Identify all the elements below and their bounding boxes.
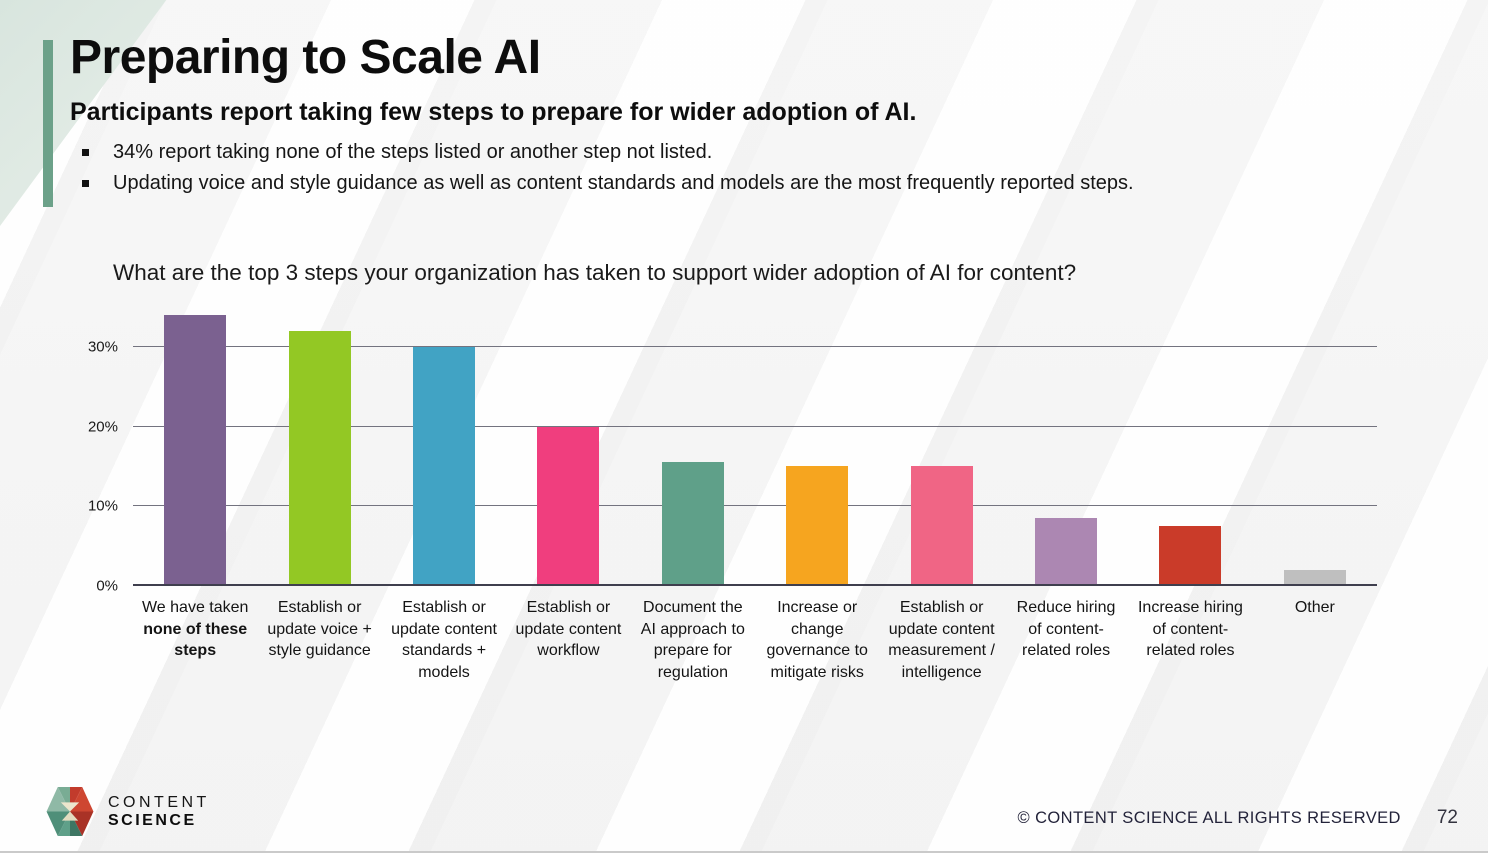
bar-column bbox=[1128, 307, 1252, 586]
bullet-text: 34% report taking none of the steps list… bbox=[113, 141, 713, 163]
footer-logo: CONTENT SCIENCE bbox=[45, 785, 210, 838]
bar-4 bbox=[537, 426, 600, 586]
bar-1 bbox=[164, 314, 227, 586]
y-axis-tick-label: 10% bbox=[87, 497, 118, 515]
x-axis-category-label: Establish or update content standards + … bbox=[391, 599, 497, 681]
logo-text: CONTENT SCIENCE bbox=[108, 794, 210, 830]
logo-line2: SCIENCE bbox=[108, 811, 197, 829]
x-axis-line bbox=[133, 584, 1377, 586]
copyright-text: © CONTENT SCIENCE ALL RIGHTS RESERVED bbox=[1017, 809, 1401, 827]
slide-subtitle: Participants report taking few steps to … bbox=[70, 98, 917, 126]
x-axis-category-label: Other bbox=[1294, 599, 1335, 616]
bar-column bbox=[1253, 307, 1377, 586]
bar-6 bbox=[786, 466, 849, 586]
bar-column bbox=[257, 307, 381, 586]
title-accent-bar bbox=[43, 40, 53, 207]
x-axis-category-label: Establish or update voice + style guidan… bbox=[267, 599, 372, 660]
square-bullet-icon bbox=[82, 180, 89, 187]
header-section: Preparing to Scale AI Participants repor… bbox=[70, 30, 1448, 199]
y-axis-tick-label: 20% bbox=[87, 418, 118, 436]
page-number: 72 bbox=[1436, 807, 1458, 828]
x-axis-category-label: Establish or update content workflow bbox=[515, 599, 622, 660]
square-bullet-icon bbox=[82, 149, 89, 156]
x-axis-category-label: We have taken none of these steps bbox=[141, 599, 249, 660]
bar-column bbox=[133, 307, 257, 586]
bar-column bbox=[755, 307, 879, 586]
x-axis-category-label: Increase or change governance to mitigat… bbox=[766, 599, 868, 681]
bars-row bbox=[133, 307, 1377, 586]
bar-7 bbox=[910, 466, 973, 586]
x-axis-category-label: Reduce hiring of content-related roles bbox=[1016, 599, 1116, 660]
bullet-list: 34% report taking none of the steps list… bbox=[70, 137, 1448, 199]
bar-column bbox=[506, 307, 630, 586]
plot-area: 0% 10% 20% 30% bbox=[88, 307, 1377, 595]
slide-bottom-edge bbox=[0, 851, 1488, 853]
bullet-text: Updating voice and style guidance as wel… bbox=[113, 172, 1134, 194]
bar-column bbox=[879, 307, 1003, 586]
bar-2 bbox=[288, 330, 351, 586]
bar-column bbox=[1004, 307, 1128, 586]
bar-column bbox=[631, 307, 755, 586]
x-axis-category-label: Increase hiring of content-related roles bbox=[1137, 599, 1243, 660]
content-science-hexagon-logo-icon bbox=[46, 787, 94, 836]
bar-8 bbox=[1035, 518, 1098, 586]
x-axis-category-label: Establish or update content measurement … bbox=[888, 599, 995, 681]
bar-9 bbox=[1159, 526, 1222, 586]
y-axis-tick-label: 30% bbox=[87, 338, 118, 356]
bar-column bbox=[382, 307, 506, 586]
bar-5 bbox=[661, 462, 724, 586]
bullet-item: 34% report taking none of the steps list… bbox=[70, 137, 1448, 168]
x-axis-category-label: Document the AI approach to prepare for … bbox=[640, 599, 745, 681]
bullet-item: Updating voice and style guidance as wel… bbox=[70, 168, 1448, 199]
page-title: Preparing to Scale AI bbox=[70, 31, 541, 84]
x-labels-row: We have taken none of these steps Establi… bbox=[133, 597, 1377, 683]
bar-3 bbox=[413, 346, 476, 586]
logo-line1: CONTENT bbox=[108, 793, 210, 811]
footer-right: © CONTENT SCIENCE ALL RIGHTS RESERVED 72 bbox=[1018, 807, 1458, 829]
chart-title: What are the top 3 steps your organizati… bbox=[113, 260, 1077, 285]
y-axis-tick-label: 0% bbox=[96, 577, 118, 595]
